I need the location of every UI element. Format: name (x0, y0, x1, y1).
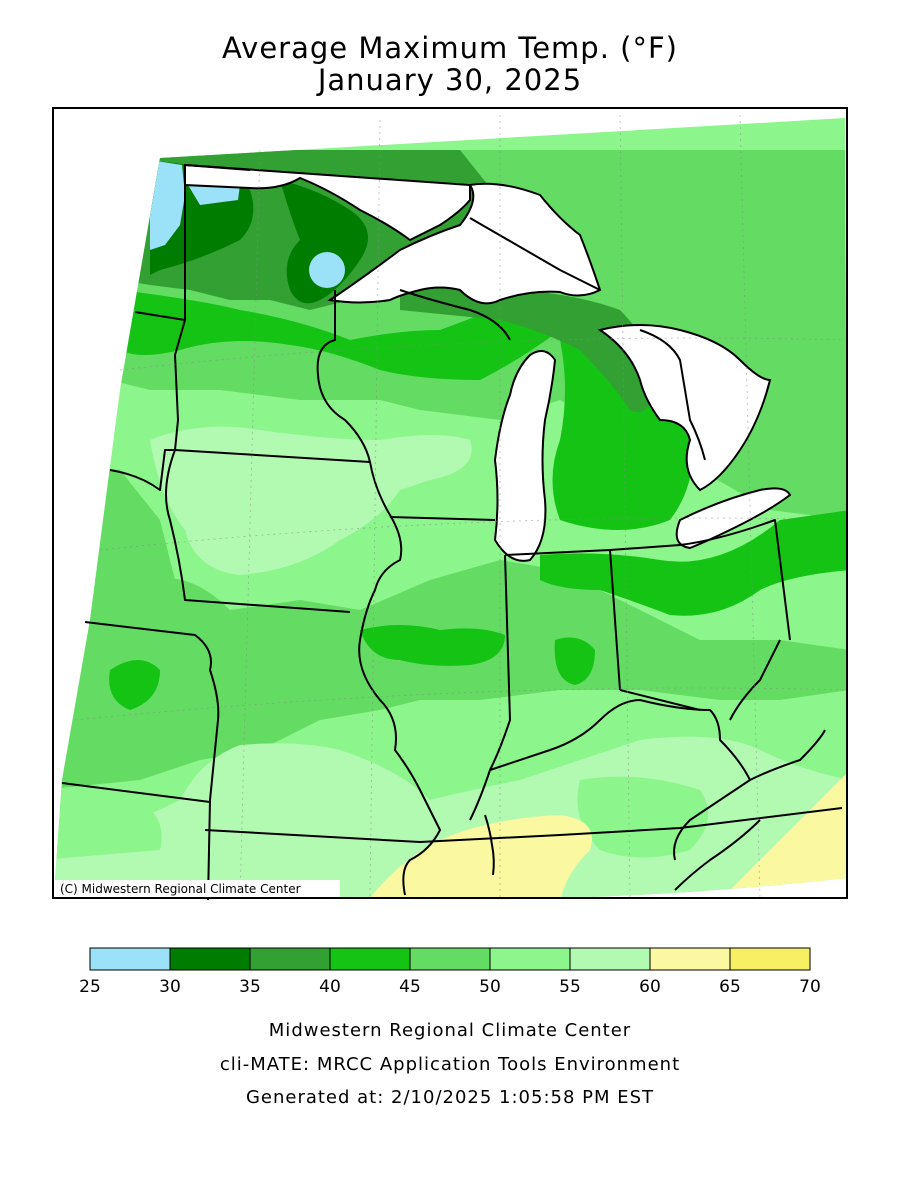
zone-40-45-illinois (360, 625, 505, 666)
legend-tick-45: 45 (399, 977, 421, 997)
legend-bin-30-35 (169, 947, 251, 971)
border-wi-up (399, 289, 511, 341)
border-mn-wi (316, 290, 371, 463)
zone-45-50-west (137, 578, 230, 640)
lake-huron (597, 324, 772, 492)
legend-tick-55: 55 (559, 977, 581, 997)
border-ks-ok (61, 782, 211, 803)
map-date: January 30, 2025 (317, 63, 583, 97)
border-sd-ne-ia (109, 449, 371, 491)
zone-40-45-kansas (109, 660, 160, 710)
legend-tick-50: 50 (479, 977, 501, 997)
copyright-text: (C) Midwestern Regional Climate Center (60, 882, 301, 896)
footer-organization: Midwestern Regional Climate Center (268, 1020, 632, 1041)
map-frame (52, 107, 848, 899)
legend-tick-25: 25 (79, 977, 101, 997)
map-title: Average Maximum Temp. (°F) (222, 31, 678, 65)
border-ks-mo (84, 621, 220, 901)
border-in-ky (619, 689, 701, 711)
legend-tick-60: 60 (639, 977, 661, 997)
legend-bin-40-45 (329, 947, 411, 971)
legend-bin-55-60 (569, 947, 651, 971)
lake-superior (327, 182, 602, 305)
legend-bin-65-70 (729, 947, 811, 971)
copyright-background (55, 880, 340, 897)
legend-tick-70: 70 (799, 977, 821, 997)
border-ohio-river (489, 699, 826, 781)
legend-bin-25-30 (89, 947, 171, 971)
zone-45-50-central (55, 460, 848, 790)
lake-michigan (493, 350, 557, 562)
legend-bin-50-55 (489, 947, 571, 971)
zone-35-40-up (400, 285, 660, 412)
legend-bin-35-40 (249, 947, 331, 971)
border-tn-va (674, 819, 761, 891)
lake-erie (675, 487, 792, 550)
zone-25-30-nw (150, 160, 185, 250)
legend-tick-30: 30 (159, 977, 181, 997)
lat-lon-grid (74, 114, 846, 899)
border-mo-ar (204, 829, 421, 843)
zone-50-55-sw (55, 790, 162, 860)
border-nd-mn (174, 165, 186, 451)
footer-generated: Generated at: 2/10/2025 1:05:58 PM EST (245, 1087, 655, 1108)
zone-55-60-iowa (150, 426, 472, 575)
zone-40-45-indiana (554, 637, 595, 685)
border-ky-va (673, 779, 751, 861)
border-missouri-bootheel (484, 814, 495, 876)
border-canada-mn (184, 164, 251, 171)
zone-40-45-north (120, 290, 560, 380)
zone-30-35-arrowhead (280, 180, 368, 304)
color-legend: 25 30 35 40 45 50 55 60 65 70 (79, 947, 821, 997)
zone-60-65-se (720, 770, 848, 900)
temperature-map: (C) Midwestern Regional Climate Center (52, 107, 848, 901)
legend-tick-40: 40 (319, 977, 341, 997)
legend-bins (89, 947, 811, 971)
border-oh-mi (609, 519, 791, 641)
border-us-canada-huron (639, 329, 706, 461)
border-oh-wv (729, 639, 781, 721)
zone-40-45-ohio (540, 510, 848, 616)
great-lakes (184, 163, 792, 562)
zone-60-65-south (360, 815, 592, 900)
legend-tick-35: 35 (239, 977, 261, 997)
footer-tool: cli-MATE: MRCC Application Tools Environ… (219, 1054, 681, 1075)
border-ia-mo (165, 449, 351, 613)
border-wi-il (389, 516, 496, 521)
legend-bin-45-50 (409, 947, 491, 971)
legend-tick-65: 65 (719, 977, 741, 997)
zone-50-55-ky (577, 776, 708, 858)
legend-ticks: 25 30 35 40 45 50 55 60 65 70 (79, 977, 821, 997)
border-nd-sd (134, 311, 186, 321)
legend-bin-60-65 (649, 947, 731, 971)
zone-25-30-minnesota (309, 252, 345, 288)
canada-region (184, 163, 471, 242)
border-mississippi (358, 461, 441, 896)
